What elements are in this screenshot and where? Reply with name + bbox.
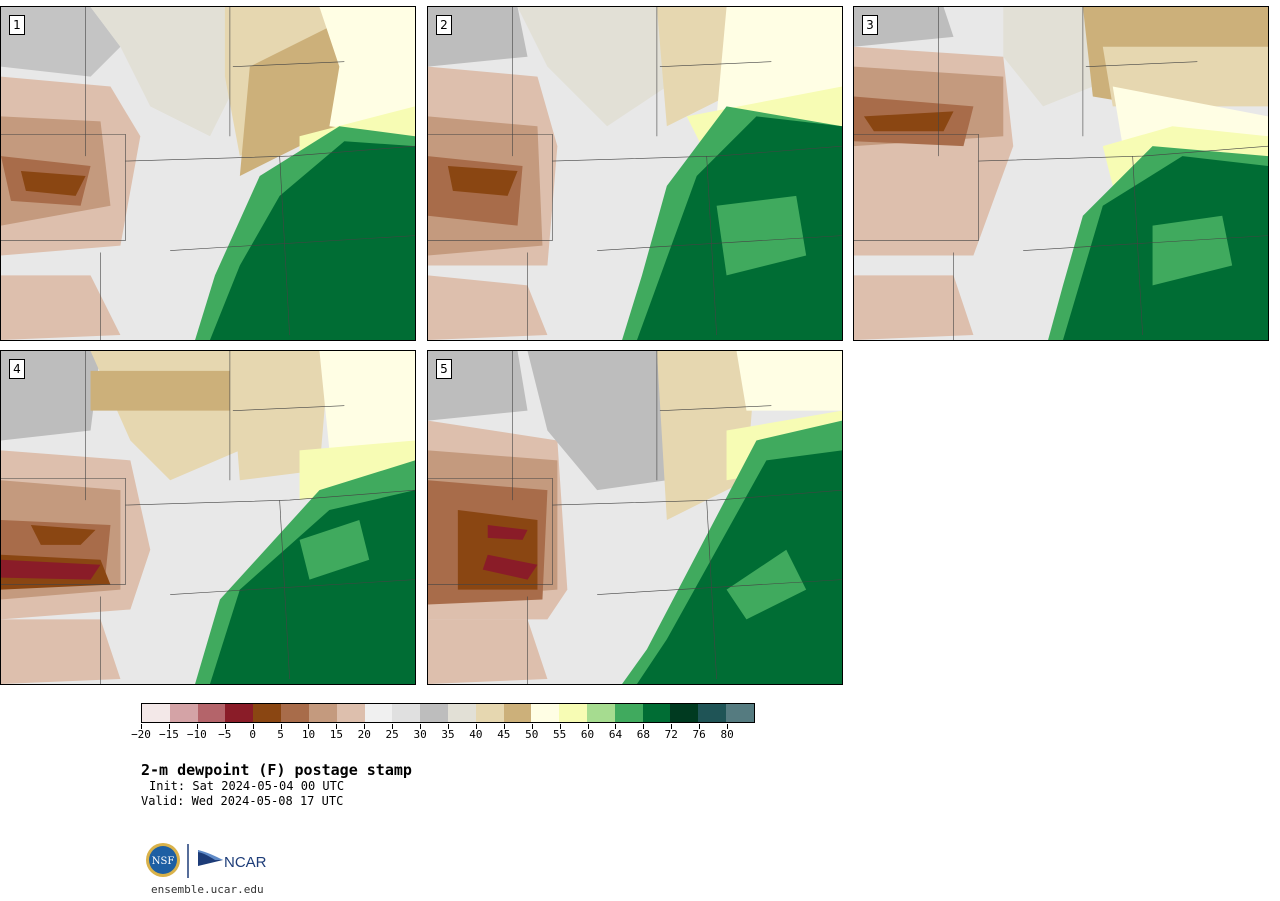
- dewpoint-map-3: [854, 7, 1268, 340]
- ensemble-member-panel-1: 1: [0, 6, 416, 341]
- colorbar-tick: [141, 724, 142, 729]
- colorbar-swatch: [531, 704, 560, 722]
- colorbar-ticks: −20 −15 −10 −5 0 5 10 15 20 25 30 35 40 45 50 55 60 64 68 7…: [131, 724, 755, 744]
- colorbar-tick-label: 64: [608, 728, 623, 741]
- colorbar-tick-label: 60: [580, 728, 595, 741]
- ncar-text: NCAR: [224, 854, 267, 871]
- nsf-text: NSF: [152, 856, 175, 867]
- colorbar-tick: [280, 724, 282, 729]
- colorbar-tick: [392, 724, 394, 729]
- colorbar-tick: [503, 724, 505, 729]
- panel-number: 2: [436, 15, 452, 35]
- colorbar-tick-label: 80: [720, 728, 734, 741]
- colorbar-tick: [168, 724, 170, 729]
- colorbar-swatch: [587, 704, 615, 722]
- colorbar-tick-label: 40: [469, 728, 483, 741]
- colorbar-swatch: [142, 704, 170, 722]
- dewpoint-map-5: [428, 351, 842, 684]
- init-time: Init: Sat 2024-05-04 00 UTC: [149, 779, 345, 793]
- colorbar-tick-label: 45: [497, 728, 511, 741]
- colorbar-tick-label: −10: [186, 728, 207, 741]
- colorbar-swatch: [559, 704, 587, 722]
- colorbar-tick-label: 10: [301, 728, 316, 741]
- ensemble-member-panel-3: 3: [853, 6, 1269, 341]
- dewpoint-colorbar: [141, 703, 755, 723]
- colorbar-tick: [699, 724, 701, 729]
- colorbar-swatch: [308, 704, 337, 722]
- dewpoint-map-1: [1, 7, 415, 340]
- colorbar-swatch: [726, 704, 754, 722]
- dewpoint-map-2: [428, 7, 842, 340]
- figure-title: 2-m dewpoint (F) postage stamp: [141, 761, 412, 779]
- colorbar-swatch: [197, 704, 226, 722]
- colorbar-swatch: [253, 704, 282, 722]
- panel-number: 1: [9, 15, 25, 35]
- colorbar-tick-label: 55: [553, 728, 567, 741]
- colorbar-tick: [671, 724, 673, 729]
- colorbar-swatch: [392, 704, 421, 722]
- colorbar-tick-label: 76: [692, 728, 706, 741]
- colorbar-swatch: [447, 704, 476, 722]
- colorbar-swatch: [169, 704, 198, 722]
- dewpoint-map-4: [1, 351, 415, 684]
- colorbar-tick: [448, 724, 449, 729]
- colorbar-tick: [475, 724, 477, 729]
- colorbar-tick: [643, 724, 645, 729]
- colorbar-tick: [615, 724, 617, 729]
- colorbar-tick-label: 0: [249, 728, 256, 741]
- colorbar-swatch: [336, 704, 365, 722]
- valid-time: Valid: Wed 2024-05-08 17 UTC: [141, 794, 344, 808]
- ensemble-member-panel-2: 2: [427, 6, 843, 341]
- colorbar-tick-label: 50: [525, 728, 539, 741]
- nsf-logo-icon: NSF: [146, 843, 180, 877]
- colorbar-tick: [587, 724, 589, 729]
- colorbar-swatch: [475, 704, 504, 722]
- panel-number: 3: [862, 15, 878, 35]
- colorbar-tick-label: 15: [329, 728, 343, 741]
- colorbar-tick: [224, 724, 226, 729]
- colorbar-swatch: [670, 704, 699, 722]
- colorbar-tick: [559, 724, 561, 729]
- ensemble-member-panel-4: 4: [0, 350, 416, 685]
- colorbar-tick-label: 72: [664, 728, 678, 741]
- panel-number: 4: [9, 359, 25, 379]
- colorbar-tick-label: 5: [277, 728, 284, 741]
- colorbar-tick-label: −5: [218, 728, 232, 741]
- colorbar-swatch: [420, 704, 448, 722]
- colorbar-swatch: [364, 704, 393, 722]
- colorbar-tick: [727, 724, 729, 729]
- colorbar-tick-label: 68: [636, 728, 650, 741]
- website-url: ensemble.ucar.edu: [151, 883, 264, 896]
- colorbar-tick-label: 20: [357, 728, 371, 741]
- colorbar-tick: [531, 724, 533, 729]
- colorbar-tick: [252, 724, 254, 729]
- colorbar-tick: [196, 724, 198, 729]
- ncar-logo-icon: NCAR: [198, 850, 267, 871]
- colorbar-tick-label: 35: [441, 728, 455, 741]
- colorbar-tick-label: −20: [131, 728, 151, 741]
- colorbar-tick-label: 25: [385, 728, 399, 741]
- colorbar-tick: [420, 724, 422, 729]
- colorbar-swatch: [281, 704, 309, 722]
- panel-number: 5: [436, 359, 452, 379]
- colorbar-swatch: [225, 704, 254, 722]
- colorbar-tick: [308, 724, 310, 729]
- ensemble-member-panel-5: 5: [427, 350, 843, 685]
- colorbar-tick-label: 30: [413, 728, 427, 741]
- colorbar-tick-label: −15: [158, 728, 179, 741]
- nsf-ncar-logo: NSF NCAR: [146, 843, 267, 878]
- colorbar-swatch: [614, 704, 643, 722]
- colorbar-tick: [364, 724, 366, 729]
- colorbar-swatch: [642, 704, 671, 722]
- colorbar-swatch: [503, 704, 532, 722]
- colorbar-swatch: [698, 704, 727, 722]
- colorbar-tick: [336, 724, 338, 729]
